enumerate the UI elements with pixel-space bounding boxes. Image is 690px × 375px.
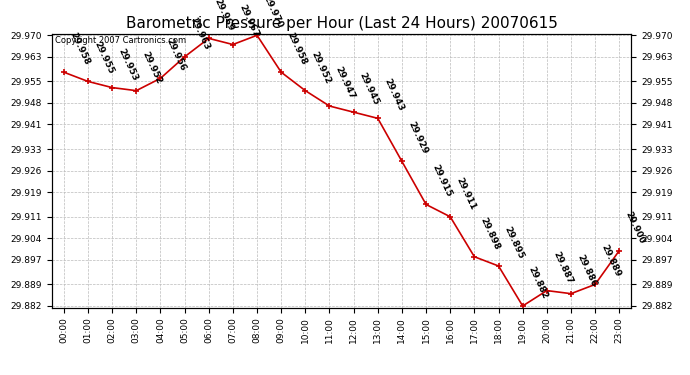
Text: 29.958: 29.958 xyxy=(68,31,91,67)
Text: 29.955: 29.955 xyxy=(92,40,115,76)
Text: 29.898: 29.898 xyxy=(479,216,502,251)
Text: Copyright 2007 Cartronics.com: Copyright 2007 Cartronics.com xyxy=(55,36,186,45)
Text: 29.953: 29.953 xyxy=(117,46,139,82)
Text: 29.889: 29.889 xyxy=(600,243,622,279)
Text: 29.967: 29.967 xyxy=(237,3,260,39)
Text: 29.947: 29.947 xyxy=(334,65,357,101)
Text: 29.963: 29.963 xyxy=(189,16,212,51)
Text: 29.887: 29.887 xyxy=(551,250,574,285)
Text: 29.886: 29.886 xyxy=(575,253,598,288)
Text: 29.911: 29.911 xyxy=(455,176,477,211)
Text: 29.915: 29.915 xyxy=(431,164,453,199)
Text: 29.943: 29.943 xyxy=(382,77,405,113)
Text: 29.929: 29.929 xyxy=(406,120,429,156)
Text: 29.969: 29.969 xyxy=(213,0,236,33)
Title: Barometric Pressure per Hour (Last 24 Hours) 20070615: Barometric Pressure per Hour (Last 24 Ho… xyxy=(126,16,558,31)
Text: 29.895: 29.895 xyxy=(503,225,526,260)
Text: 29.952: 29.952 xyxy=(141,50,164,85)
Text: 29.956: 29.956 xyxy=(165,38,188,73)
Text: 29.952: 29.952 xyxy=(310,50,333,85)
Text: 29.958: 29.958 xyxy=(286,31,308,67)
Text: 29.882: 29.882 xyxy=(527,265,550,300)
Text: 29.900: 29.900 xyxy=(624,210,647,245)
Text: 29.945: 29.945 xyxy=(358,71,381,106)
Text: 29.970: 29.970 xyxy=(262,0,284,30)
